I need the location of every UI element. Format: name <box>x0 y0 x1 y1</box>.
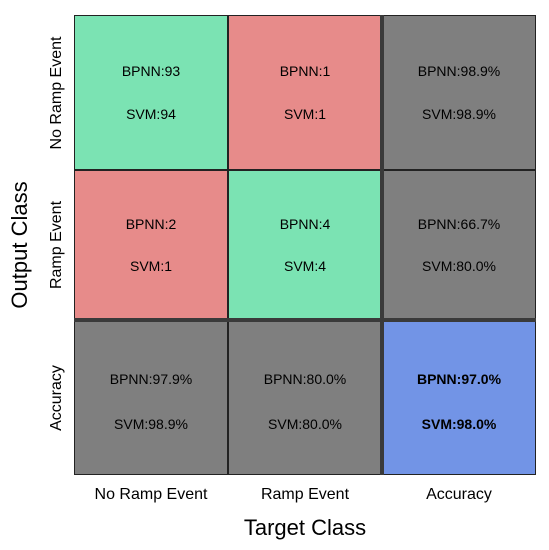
svm-value: SVM:98.9% <box>422 106 496 123</box>
y-axis-title: Output Class <box>7 181 32 309</box>
svm-value: SVM:1 <box>129 258 172 274</box>
bpnn-value: BPNN:97.9% <box>109 370 193 387</box>
matrix-cell: BPNN:4 SVM:4 <box>228 170 382 320</box>
bpnn-value: BPNN:80.0% <box>263 370 347 387</box>
bpnn-value: BPNN:66.7% <box>417 216 501 232</box>
matrix-cell: BPNN:98.9% SVM:98.9% <box>382 15 536 170</box>
svm-value: SVM:80.0% <box>422 258 496 274</box>
bpnn-value: BPNN:98.9% <box>417 62 501 79</box>
svm-value: SVM:4 <box>283 258 326 274</box>
matrix-cell: BPNN:66.7% SVM:80.0% <box>382 170 536 320</box>
svm-value: SVM:94 <box>126 106 176 123</box>
matrix-cell: BPNN:80.0% SVM:80.0% <box>228 320 382 475</box>
svm-value: SVM:98.0% <box>421 415 497 432</box>
bpnn-value: BPNN:1 <box>279 62 331 79</box>
row-label: Ramp Event <box>48 200 65 290</box>
column-label: Accuracy <box>426 486 492 503</box>
svm-value: SVM:1 <box>283 106 326 123</box>
matrix-cell: BPNN:97.0% SVM:98.0% <box>382 320 536 475</box>
accuracy-row-separator <box>74 318 536 322</box>
confusion-matrix-grid: BPNN:93 SVM:94 BPNN:1 SVM:1 BPNN:98.9% SVM:98… <box>74 15 536 475</box>
matrix-cell: BPNN:1 SVM:1 <box>228 15 382 170</box>
bpnn-value: BPNN:93 <box>121 62 181 79</box>
accuracy-column-separator <box>380 15 384 475</box>
svm-value: SVM:98.9% <box>114 415 188 432</box>
row-label: No Ramp Event <box>48 36 65 149</box>
row-label: Accuracy <box>48 364 65 431</box>
matrix-cell: BPNN:97.9% SVM:98.9% <box>74 320 228 475</box>
x-axis-title: Target Class <box>243 515 367 540</box>
matrix-cell: BPNN:93 SVM:94 <box>74 15 228 170</box>
column-label: No Ramp Event <box>94 486 208 503</box>
svm-value: SVM:80.0% <box>268 415 342 432</box>
bpnn-value: BPNN:4 <box>279 216 331 232</box>
bpnn-value: BPNN:2 <box>125 216 177 232</box>
bpnn-value: BPNN:97.0% <box>416 370 502 387</box>
matrix-cell: BPNN:2 SVM:1 <box>74 170 228 320</box>
column-label: Ramp Event <box>260 486 350 503</box>
